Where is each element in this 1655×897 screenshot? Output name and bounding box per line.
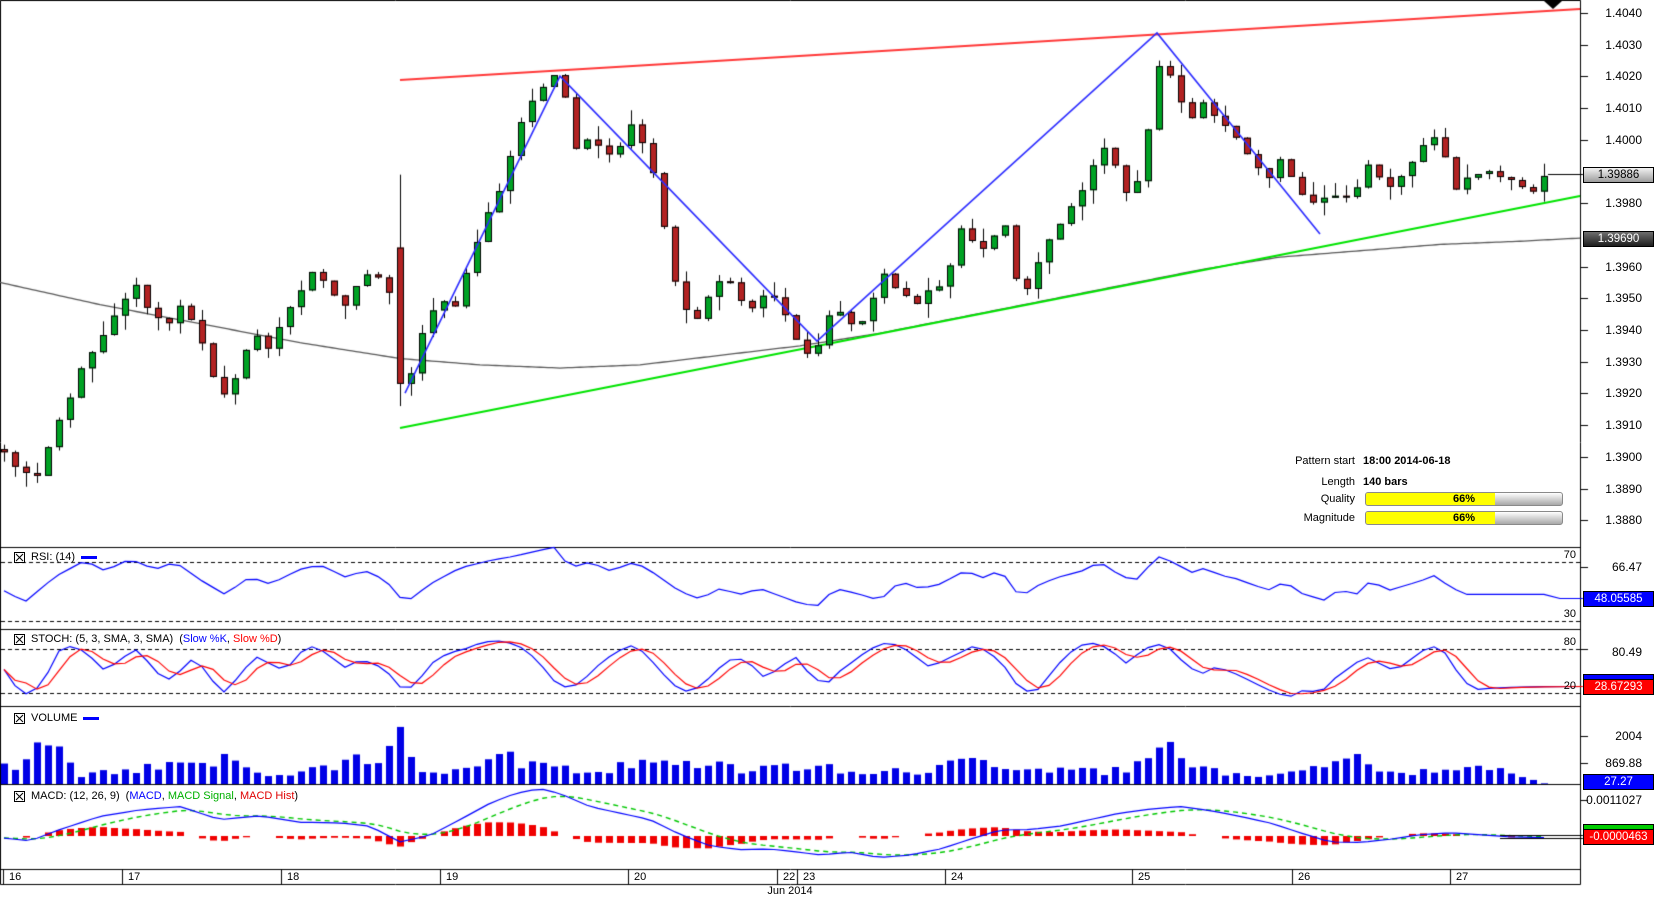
price-tick-label: 1.3930 [1605, 354, 1642, 369]
stoch-series-legend: (Slow %K, Slow %D) [179, 633, 282, 645]
macd-label: MACD: (12, 26, 9) [31, 790, 120, 802]
price-tick-label: 1.3880 [1605, 513, 1642, 528]
price-tick-label: 1.3960 [1605, 259, 1642, 274]
volume-visibility-checkbox[interactable] [14, 712, 25, 724]
date-axis-label: 18 [287, 871, 300, 883]
pattern-length-label: Length [1321, 476, 1355, 488]
pattern-start-label: Pattern start [1295, 455, 1355, 467]
rsi-visibility-checkbox[interactable] [14, 551, 25, 563]
rsi-oversold-level-label: 30 [1563, 608, 1576, 620]
price-tick-label: 1.3980 [1605, 196, 1642, 211]
stoch-label: STOCH: (5, 3, SMA, 3, SMA) [31, 633, 174, 645]
volume-value-box: 27.27 [1583, 774, 1654, 790]
price-tick-label: 1.4020 [1605, 69, 1642, 84]
price-tick-label: 1.3900 [1605, 449, 1642, 464]
volume-label: VOLUME [31, 712, 78, 724]
price-tick-label: 1.3940 [1605, 323, 1642, 337]
rsi-tick-label: 66.47 [1611, 560, 1642, 575]
last-price-box: 1.39886 [1583, 167, 1654, 183]
magnitude-percent-text: 66% [1452, 512, 1476, 524]
pattern-start-value: 18:00 2014-06-18 [1363, 455, 1451, 467]
rsi-value-box: 48.05585 [1583, 591, 1654, 607]
date-axis-label: 24 [951, 871, 964, 883]
price-tick-label: 1.3910 [1605, 418, 1642, 433]
date-axis-label: 25 [1138, 871, 1151, 883]
magnitude-progress-fill [1366, 512, 1496, 524]
volume-tick-label: 2004 [1615, 728, 1642, 743]
price-tick-label: 1.4030 [1605, 37, 1642, 52]
date-axis-label: 16 [9, 871, 22, 883]
stoch-d-value-box: 28.67293 [1583, 679, 1654, 695]
macd-signal-legend: MACD Signal [167, 790, 234, 802]
quality-progress-fill [1366, 493, 1496, 505]
rsi-overbought-level-label: 70 [1563, 549, 1576, 561]
macd-value-box: -0.0000463 [1583, 829, 1654, 845]
macd-panel-legend: MACD: (12, 26, 9) (MACD, MACD Signal, MA… [14, 790, 298, 802]
macd-series-legend: (MACD, MACD Signal, MACD Hist) [125, 790, 299, 802]
stoch-tick-label: 80.49 [1611, 644, 1642, 659]
date-axis-label: 26 [1298, 871, 1311, 883]
stoch-slowk-legend: Slow %K [182, 633, 227, 645]
price-tick-label: 1.4040 [1605, 6, 1642, 20]
month-axis-label: Jun 2014 [767, 885, 813, 897]
date-axis-label: 23 [803, 871, 816, 883]
magnitude-progress-bar: 66% [1365, 511, 1563, 525]
macd-visibility-checkbox[interactable] [14, 790, 25, 802]
date-axis-label: 27 [1456, 871, 1469, 883]
macd-tick-label: 0.0011027 [1586, 792, 1642, 807]
date-axis-label: 19 [446, 871, 459, 883]
price-tick-label: 1.4010 [1605, 101, 1642, 116]
price-tick-label: 1.3920 [1605, 386, 1642, 401]
macd-hist-legend: MACD Hist [239, 790, 295, 802]
quality-percent-text: 66% [1452, 493, 1476, 505]
macd-line-legend: MACD [129, 790, 162, 802]
quality-progress-bar: 66% [1365, 492, 1563, 506]
pattern-length-value: 140 bars [1363, 476, 1408, 488]
rsi-panel-legend: RSI: (14) [14, 551, 98, 563]
stoch-slowd-legend: Slow %D [233, 633, 278, 645]
volume-panel-legend: VOLUME [14, 712, 100, 724]
stoch-panel-legend: STOCH: (5, 3, SMA, 3, SMA) (Slow %K, Slo… [14, 633, 281, 645]
stoch-visibility-checkbox[interactable] [14, 633, 25, 645]
ma-value-box: 1.39690 [1583, 231, 1654, 247]
quality-label: Quality [1320, 493, 1355, 505]
date-axis-label: 17 [128, 871, 141, 883]
rsi-label: RSI: (14) [31, 551, 76, 563]
price-tick-label: 1.4000 [1605, 132, 1642, 147]
date-axis-label: 22 [783, 871, 796, 883]
volume-tick-label: 869.88 [1605, 755, 1642, 770]
stoch-overbought-level-label: 80 [1563, 636, 1576, 648]
price-tick-label: 1.3890 [1605, 481, 1642, 496]
price-tick-label: 1.3950 [1605, 291, 1642, 306]
magnitude-label: Magnitude [1303, 512, 1355, 524]
date-axis-label: 20 [634, 871, 647, 883]
volume-bar-legend-swatch [83, 716, 100, 720]
rsi-line-legend-swatch [81, 555, 98, 559]
stoch-oversold-level-label: 20 [1563, 679, 1576, 692]
